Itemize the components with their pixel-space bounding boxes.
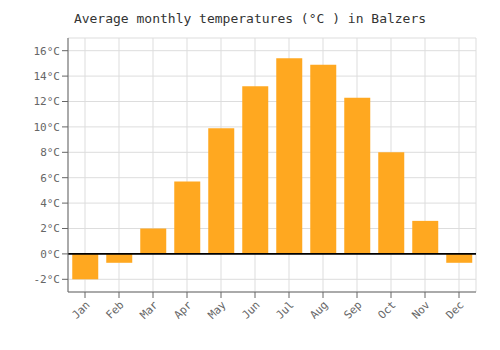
svg-text:8°C: 8°C bbox=[40, 146, 60, 159]
svg-text:Aug: Aug bbox=[307, 298, 330, 321]
svg-text:Sep: Sep bbox=[341, 298, 364, 321]
svg-text:4°C: 4°C bbox=[40, 197, 60, 210]
svg-text:-2°C: -2°C bbox=[34, 273, 61, 286]
svg-text:Jun: Jun bbox=[239, 298, 262, 321]
svg-text:Nov: Nov bbox=[409, 298, 433, 322]
svg-text:Oct: Oct bbox=[375, 298, 398, 321]
svg-text:Apr: Apr bbox=[171, 298, 195, 322]
svg-text:May: May bbox=[205, 298, 229, 322]
svg-text:Jul: Jul bbox=[273, 298, 296, 321]
svg-text:Mar: Mar bbox=[137, 298, 161, 322]
html-text:Average monthly temperatures (: Average monthly temperatures (°C ) in Ba… bbox=[73, 11, 427, 26]
svg-text:12°C: 12°C bbox=[34, 95, 61, 108]
svg-text:Jan: Jan bbox=[69, 298, 92, 321]
svg-text:10°C: 10°C bbox=[34, 121, 61, 134]
svg-text:2°C: 2°C bbox=[40, 222, 60, 235]
svg-text:Dec: Dec bbox=[443, 298, 466, 321]
svg-text:16°C: 16°C bbox=[34, 45, 61, 58]
svg-text:6°C: 6°C bbox=[40, 172, 60, 185]
svg-text:0°C: 0°C bbox=[40, 248, 60, 261]
svg-text:Feb: Feb bbox=[103, 298, 126, 321]
svg-text:14°C: 14°C bbox=[34, 70, 61, 83]
